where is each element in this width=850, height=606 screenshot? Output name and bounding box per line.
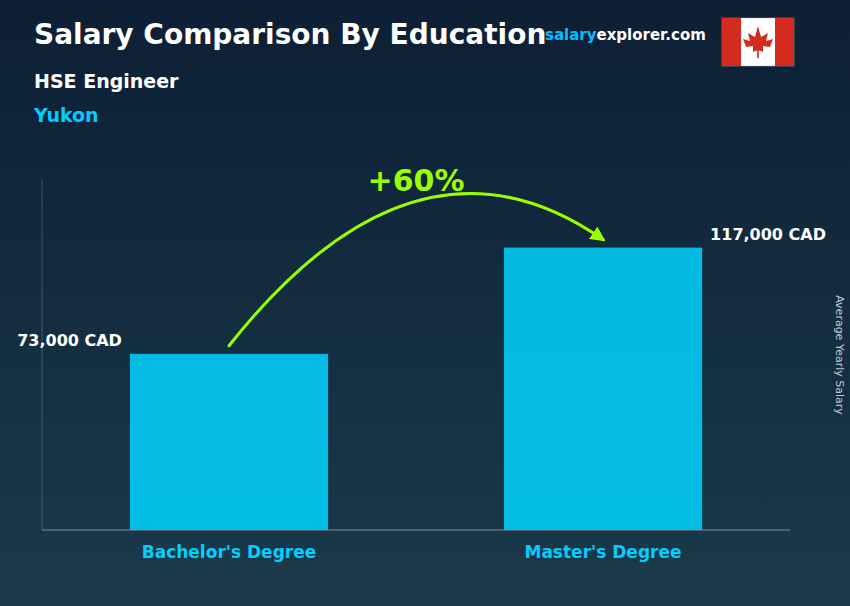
chart-container: Salary Comparison By Education HSE Engine… [0,0,850,606]
title: Salary Comparison By Education [34,18,546,51]
subtitle: Yukon [33,104,99,126]
pct-change: +60% [368,163,465,198]
flag-band [722,18,741,66]
bar [504,248,702,530]
brand: salaryexplorer.com [545,26,706,44]
chart-svg: Salary Comparison By Education HSE Engine… [0,0,850,606]
x-tick-label: Bachelor's Degree [142,542,317,562]
flag-band [775,18,794,66]
change-arrow [229,193,603,345]
x-tick-label: Master's Degree [524,542,681,562]
background [0,0,850,606]
subtitle: HSE Engineer [34,70,179,92]
flag [722,18,794,66]
flag-field [722,18,794,66]
brand-part: explorer.com [597,26,706,44]
data-label: 73,000 CAD [17,331,122,350]
flag-leaf [743,26,773,58]
data-label: 117,000 CAD [710,225,826,244]
brand-part: salary [545,26,597,44]
bar [130,354,328,530]
bars [130,248,702,530]
y-axis-line [42,180,43,530]
y-label: Average Yearly Salary [833,295,846,415]
